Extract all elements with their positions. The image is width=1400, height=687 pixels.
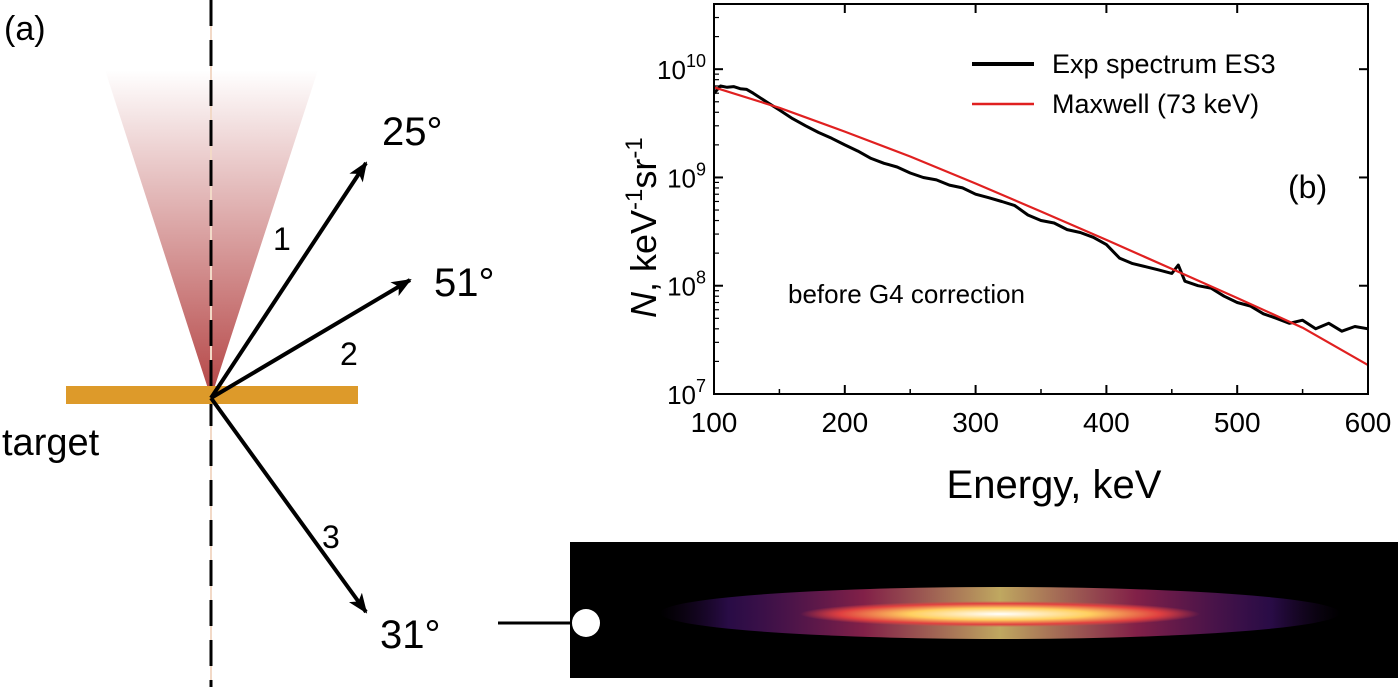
x-tick-label-1: 200	[821, 407, 868, 438]
y-axis-label-mid: sr	[623, 159, 664, 189]
arrow-1-number: 1	[273, 221, 291, 257]
y-tick-label-0: 107	[667, 376, 706, 410]
y-ticks: 107 108 109 1010	[657, 16, 1368, 410]
panel-a: (a) target 1 2 3 25° 51° 31°	[2, 0, 495, 687]
series-line-1	[713, 86, 1369, 367]
arrow-3-angle: 31°	[380, 613, 441, 657]
arrow-3-number: 3	[322, 519, 340, 555]
y-axis-label-sup2: -1	[621, 137, 648, 158]
x-axis-label: Energy, keV	[947, 463, 1162, 507]
detector	[498, 542, 1398, 678]
x-tick-label-2: 300	[952, 407, 999, 438]
y-tick-label-2: 109	[667, 159, 706, 193]
legend: Exp spectrum ES3 Maxwell (73 keV)	[972, 49, 1276, 119]
y-axis-label-sup1: -1	[621, 189, 648, 210]
target-label: target	[2, 422, 100, 464]
x-tick-label-4: 500	[1214, 407, 1261, 438]
panel-a-label: (a)	[4, 10, 46, 48]
y-axis-label: N, keV-1sr-1	[621, 137, 664, 318]
x-tick-label-0: 100	[691, 407, 738, 438]
y-tick-label-1: 108	[667, 268, 706, 302]
y-axis-label-main: N	[623, 291, 664, 318]
arrow-2	[209, 278, 412, 400]
legend-label-maxwell: Maxwell (73 keV)	[1052, 89, 1259, 119]
series-line-0	[712, 84, 1369, 333]
y-tick-label-3: 1010	[657, 51, 706, 85]
legend-label-exp: Exp spectrum ES3	[1052, 49, 1276, 79]
arrow-1	[209, 161, 368, 400]
chart-annotation: before G4 correction	[788, 279, 1025, 309]
x-ticks: 100 200 300 400 500 600	[691, 4, 1392, 438]
panel-b-chart: 100 200 300 400 500 600 107 108 109 1010 Energy,…	[621, 3, 1392, 507]
x-tick-label-3: 400	[1083, 407, 1130, 438]
detector-spot	[800, 601, 1200, 627]
panel-b-label: (b)	[1288, 169, 1327, 205]
x-tick-label-5: 600	[1345, 407, 1392, 438]
arrow-2-angle: 51°	[434, 261, 495, 305]
arrow-2-number: 2	[340, 336, 358, 372]
detector-marker	[572, 609, 600, 637]
y-axis-label-unit: , keV	[623, 210, 664, 292]
arrow-3	[209, 396, 368, 614]
plot-area	[712, 84, 1369, 367]
arrow-1-angle: 25°	[382, 110, 443, 154]
